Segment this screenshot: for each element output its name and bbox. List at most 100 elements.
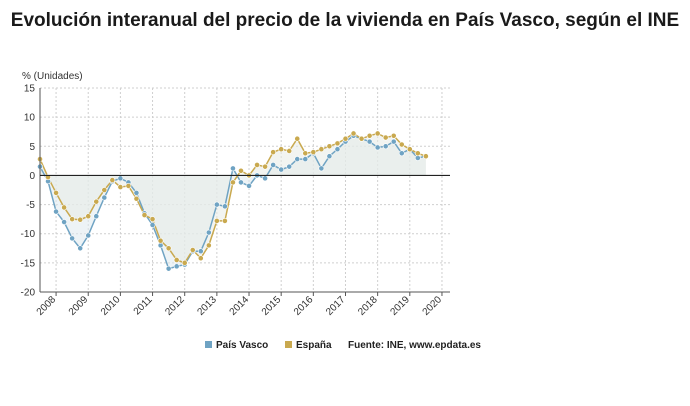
x-tick-label: 2016 <box>292 294 316 318</box>
data-point-pais-vasco <box>294 156 301 163</box>
data-point-espana <box>358 135 365 142</box>
data-point-espana <box>125 183 132 189</box>
data-point-pais-vasco <box>205 229 212 236</box>
y-tick-label: 5 <box>29 142 35 153</box>
x-tick-label: 2017 <box>324 294 348 318</box>
data-point-espana <box>109 177 116 183</box>
data-point-pais-vasco <box>334 146 341 153</box>
data-point-espana <box>286 148 293 154</box>
x-tick-label: 2015 <box>260 294 284 318</box>
data-point-espana <box>294 135 301 142</box>
y-tick-label: -15 <box>21 258 36 269</box>
legend-swatch-espana <box>285 341 292 348</box>
data-point-pais-vasco <box>286 163 293 170</box>
data-point-espana <box>69 216 76 223</box>
data-point-pais-vasco <box>398 150 405 157</box>
data-point-espana <box>101 187 108 193</box>
data-point-espana <box>205 242 212 249</box>
data-point-pais-vasco <box>101 194 108 201</box>
data-point-espana <box>197 255 204 262</box>
data-point-espana <box>157 237 164 244</box>
data-point-pais-vasco <box>77 245 84 252</box>
y-tick-label: 0 <box>29 171 35 182</box>
y-tick-label: -20 <box>21 288 36 299</box>
source-note: Fuente: INE, www.epdata.es <box>348 340 481 351</box>
data-point-espana <box>77 216 84 223</box>
data-point-pais-vasco <box>270 162 277 168</box>
data-point-espana <box>189 247 196 253</box>
data-point-espana <box>398 141 405 148</box>
data-point-espana <box>238 167 244 174</box>
data-point-pais-vasco <box>382 143 389 150</box>
x-tick-label: 2012 <box>163 294 187 318</box>
area-espana <box>40 133 426 263</box>
y-tick-label: -5 <box>26 200 35 211</box>
data-point-espana <box>117 184 124 190</box>
data-point-pais-vasco <box>61 219 68 225</box>
data-point-espana <box>374 130 381 137</box>
x-tick-label: 2020 <box>421 294 445 318</box>
x-tick-label: 2011 <box>132 294 155 317</box>
data-point-espana <box>133 195 140 202</box>
x-tick-label: 2010 <box>99 294 123 318</box>
data-point-pais-vasco <box>302 156 309 163</box>
data-point-espana <box>93 198 100 205</box>
data-point-pais-vasco <box>165 265 172 272</box>
data-point-espana <box>334 140 341 147</box>
data-point-pais-vasco <box>238 179 244 186</box>
plot-area <box>40 88 450 296</box>
data-point-espana <box>254 162 260 168</box>
data-point-espana <box>61 204 68 211</box>
data-point-espana <box>181 259 188 266</box>
data-point-espana <box>414 150 421 157</box>
data-point-espana <box>326 143 333 150</box>
data-point-pais-vasco <box>318 165 325 172</box>
data-point-pais-vasco <box>173 263 180 270</box>
y-tick-label: 15 <box>24 84 36 95</box>
data-point-espana <box>278 146 285 153</box>
data-point-pais-vasco <box>390 138 397 145</box>
data-point-espana <box>350 130 357 137</box>
data-point-pais-vasco <box>246 183 252 189</box>
x-tick-label: 2018 <box>356 294 380 318</box>
data-point-pais-vasco <box>133 190 140 196</box>
data-point-espana <box>382 134 389 141</box>
data-point-espana <box>222 217 228 224</box>
data-point-pais-vasco <box>213 201 220 208</box>
data-point-espana <box>230 179 236 186</box>
data-point-espana <box>173 257 180 263</box>
data-point-espana <box>310 149 317 156</box>
legend-label-espana: España <box>296 340 332 351</box>
data-point-espana <box>366 132 373 139</box>
x-tick-label: 2019 <box>388 294 412 318</box>
data-point-pais-vasco <box>262 175 268 182</box>
data-point-espana <box>422 153 429 160</box>
data-point-pais-vasco <box>326 153 333 160</box>
data-point-pais-vasco <box>85 232 92 239</box>
data-point-pais-vasco <box>366 138 373 145</box>
y-tick-label: -10 <box>21 229 36 240</box>
y-axis-label: % (Unidades) <box>22 71 83 82</box>
data-point-espana <box>53 190 59 196</box>
data-point-espana <box>270 149 277 156</box>
data-point-espana <box>165 245 172 252</box>
data-point-espana <box>318 146 325 153</box>
data-point-pais-vasco <box>230 165 236 172</box>
data-point-pais-vasco <box>278 166 285 173</box>
data-point-espana <box>302 150 309 157</box>
data-point-pais-vasco <box>222 203 228 210</box>
y-tick-label: 10 <box>24 113 36 124</box>
data-point-espana <box>406 146 413 153</box>
data-point-espana <box>213 217 220 224</box>
data-point-pais-vasco <box>149 222 156 228</box>
data-point-pais-vasco <box>53 208 59 215</box>
data-point-pais-vasco <box>117 175 124 182</box>
data-point-espana <box>141 212 148 218</box>
x-tick-label: 2008 <box>35 294 59 318</box>
data-point-espana <box>262 163 268 170</box>
area-fill <box>40 133 426 269</box>
data-point-pais-vasco <box>93 213 100 220</box>
legend-label-pais-vasco: País Vasco <box>216 340 268 351</box>
data-point-espana <box>149 216 156 223</box>
